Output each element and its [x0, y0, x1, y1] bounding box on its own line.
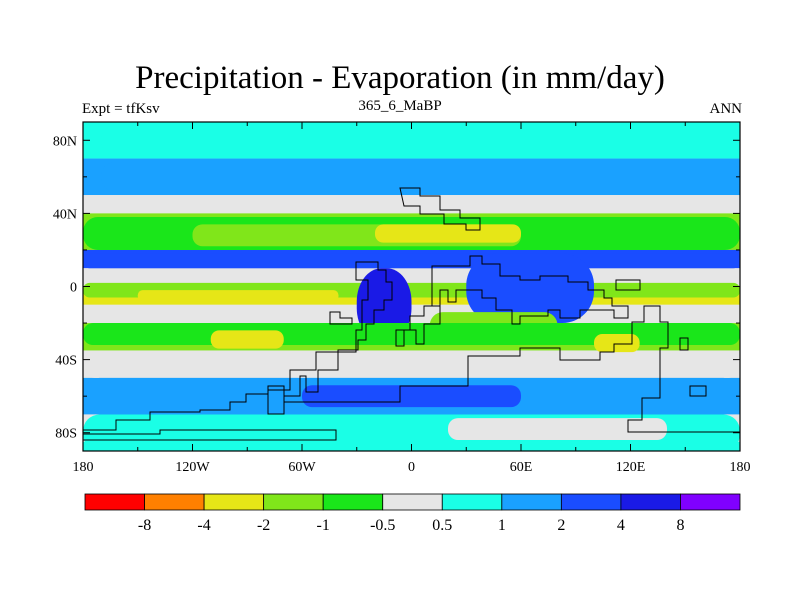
- field-region-18: [302, 385, 521, 408]
- field-region-14: [210, 330, 284, 349]
- chart-title: Precipitation - Evaporation (in mm/day): [135, 60, 665, 96]
- x-tick-label: 60W: [288, 460, 316, 475]
- x-tick-label: 180: [73, 460, 94, 475]
- x-tick-label: 0: [408, 460, 415, 475]
- y-tick-label: 80N: [53, 134, 77, 149]
- field-region-9: [137, 290, 339, 302]
- colorbar-swatch: [441, 493, 503, 511]
- colorbar-swatch: [84, 493, 145, 511]
- colorbar-label: -0.5: [370, 517, 395, 534]
- field-region-13: [83, 323, 740, 345]
- colorbar-label: -1: [317, 517, 330, 534]
- colorbar-swatch: [263, 493, 324, 511]
- x-tick-label: 120W: [175, 460, 210, 475]
- colorbar-label: 0.5: [432, 517, 452, 534]
- field-region-2: [83, 195, 740, 210]
- experiment-label: Expt = tfKsv: [82, 101, 160, 117]
- colorbar-swatch: [620, 493, 681, 511]
- x-tick-label: 180: [730, 460, 751, 475]
- chart-subtitle: 365_6_MaBP: [358, 98, 442, 114]
- colorbar-label: 4: [617, 517, 625, 534]
- colorbar-label: 8: [676, 517, 684, 534]
- y-tick-label: 80S: [55, 427, 77, 442]
- colorbar-swatch: [203, 493, 265, 511]
- colorbar-swatch: [322, 493, 384, 511]
- field-region-16: [83, 352, 740, 378]
- colorbar-swatch: [382, 493, 443, 511]
- field-region-5: [375, 224, 521, 243]
- colorbar-label: 1: [498, 517, 506, 534]
- y-tick-label: 40S: [55, 354, 77, 369]
- colorbar-swatch: [501, 493, 562, 511]
- y-tick-label: 0: [70, 281, 77, 296]
- colorbar-label: 2: [557, 517, 565, 534]
- coastline-outline: [83, 187, 740, 451]
- field-region-15: [594, 334, 640, 353]
- axis-labels: 180 120W 60W 0 60E 120E 180 80N 40N 0 40S 80S: [53, 134, 751, 475]
- axis-ticks: [82, 122, 741, 451]
- colorbar: -8 -4 -2 -1 -0.5 0.5 1 2 4 8: [84, 493, 741, 534]
- season-label: ANN: [709, 101, 743, 117]
- field-region-1: [101, 162, 740, 192]
- field-region-11: [466, 253, 594, 324]
- y-tick-label: 40N: [53, 207, 77, 222]
- colorbar-swatch: [144, 493, 205, 511]
- field-region-20: [448, 418, 667, 441]
- x-tick-label: 60E: [510, 460, 533, 475]
- x-tick-label: 120E: [616, 460, 646, 475]
- colorbar-swatch: [680, 493, 741, 511]
- map-field: [83, 122, 740, 451]
- colorbar-label: -2: [257, 517, 270, 534]
- colorbar-swatch: [560, 493, 622, 511]
- field-region-6: [83, 253, 740, 269]
- field-region-0: [101, 125, 740, 155]
- field-region-7: [83, 271, 740, 283]
- colorbar-label: -4: [197, 517, 210, 534]
- colorbar-label: -8: [138, 517, 151, 534]
